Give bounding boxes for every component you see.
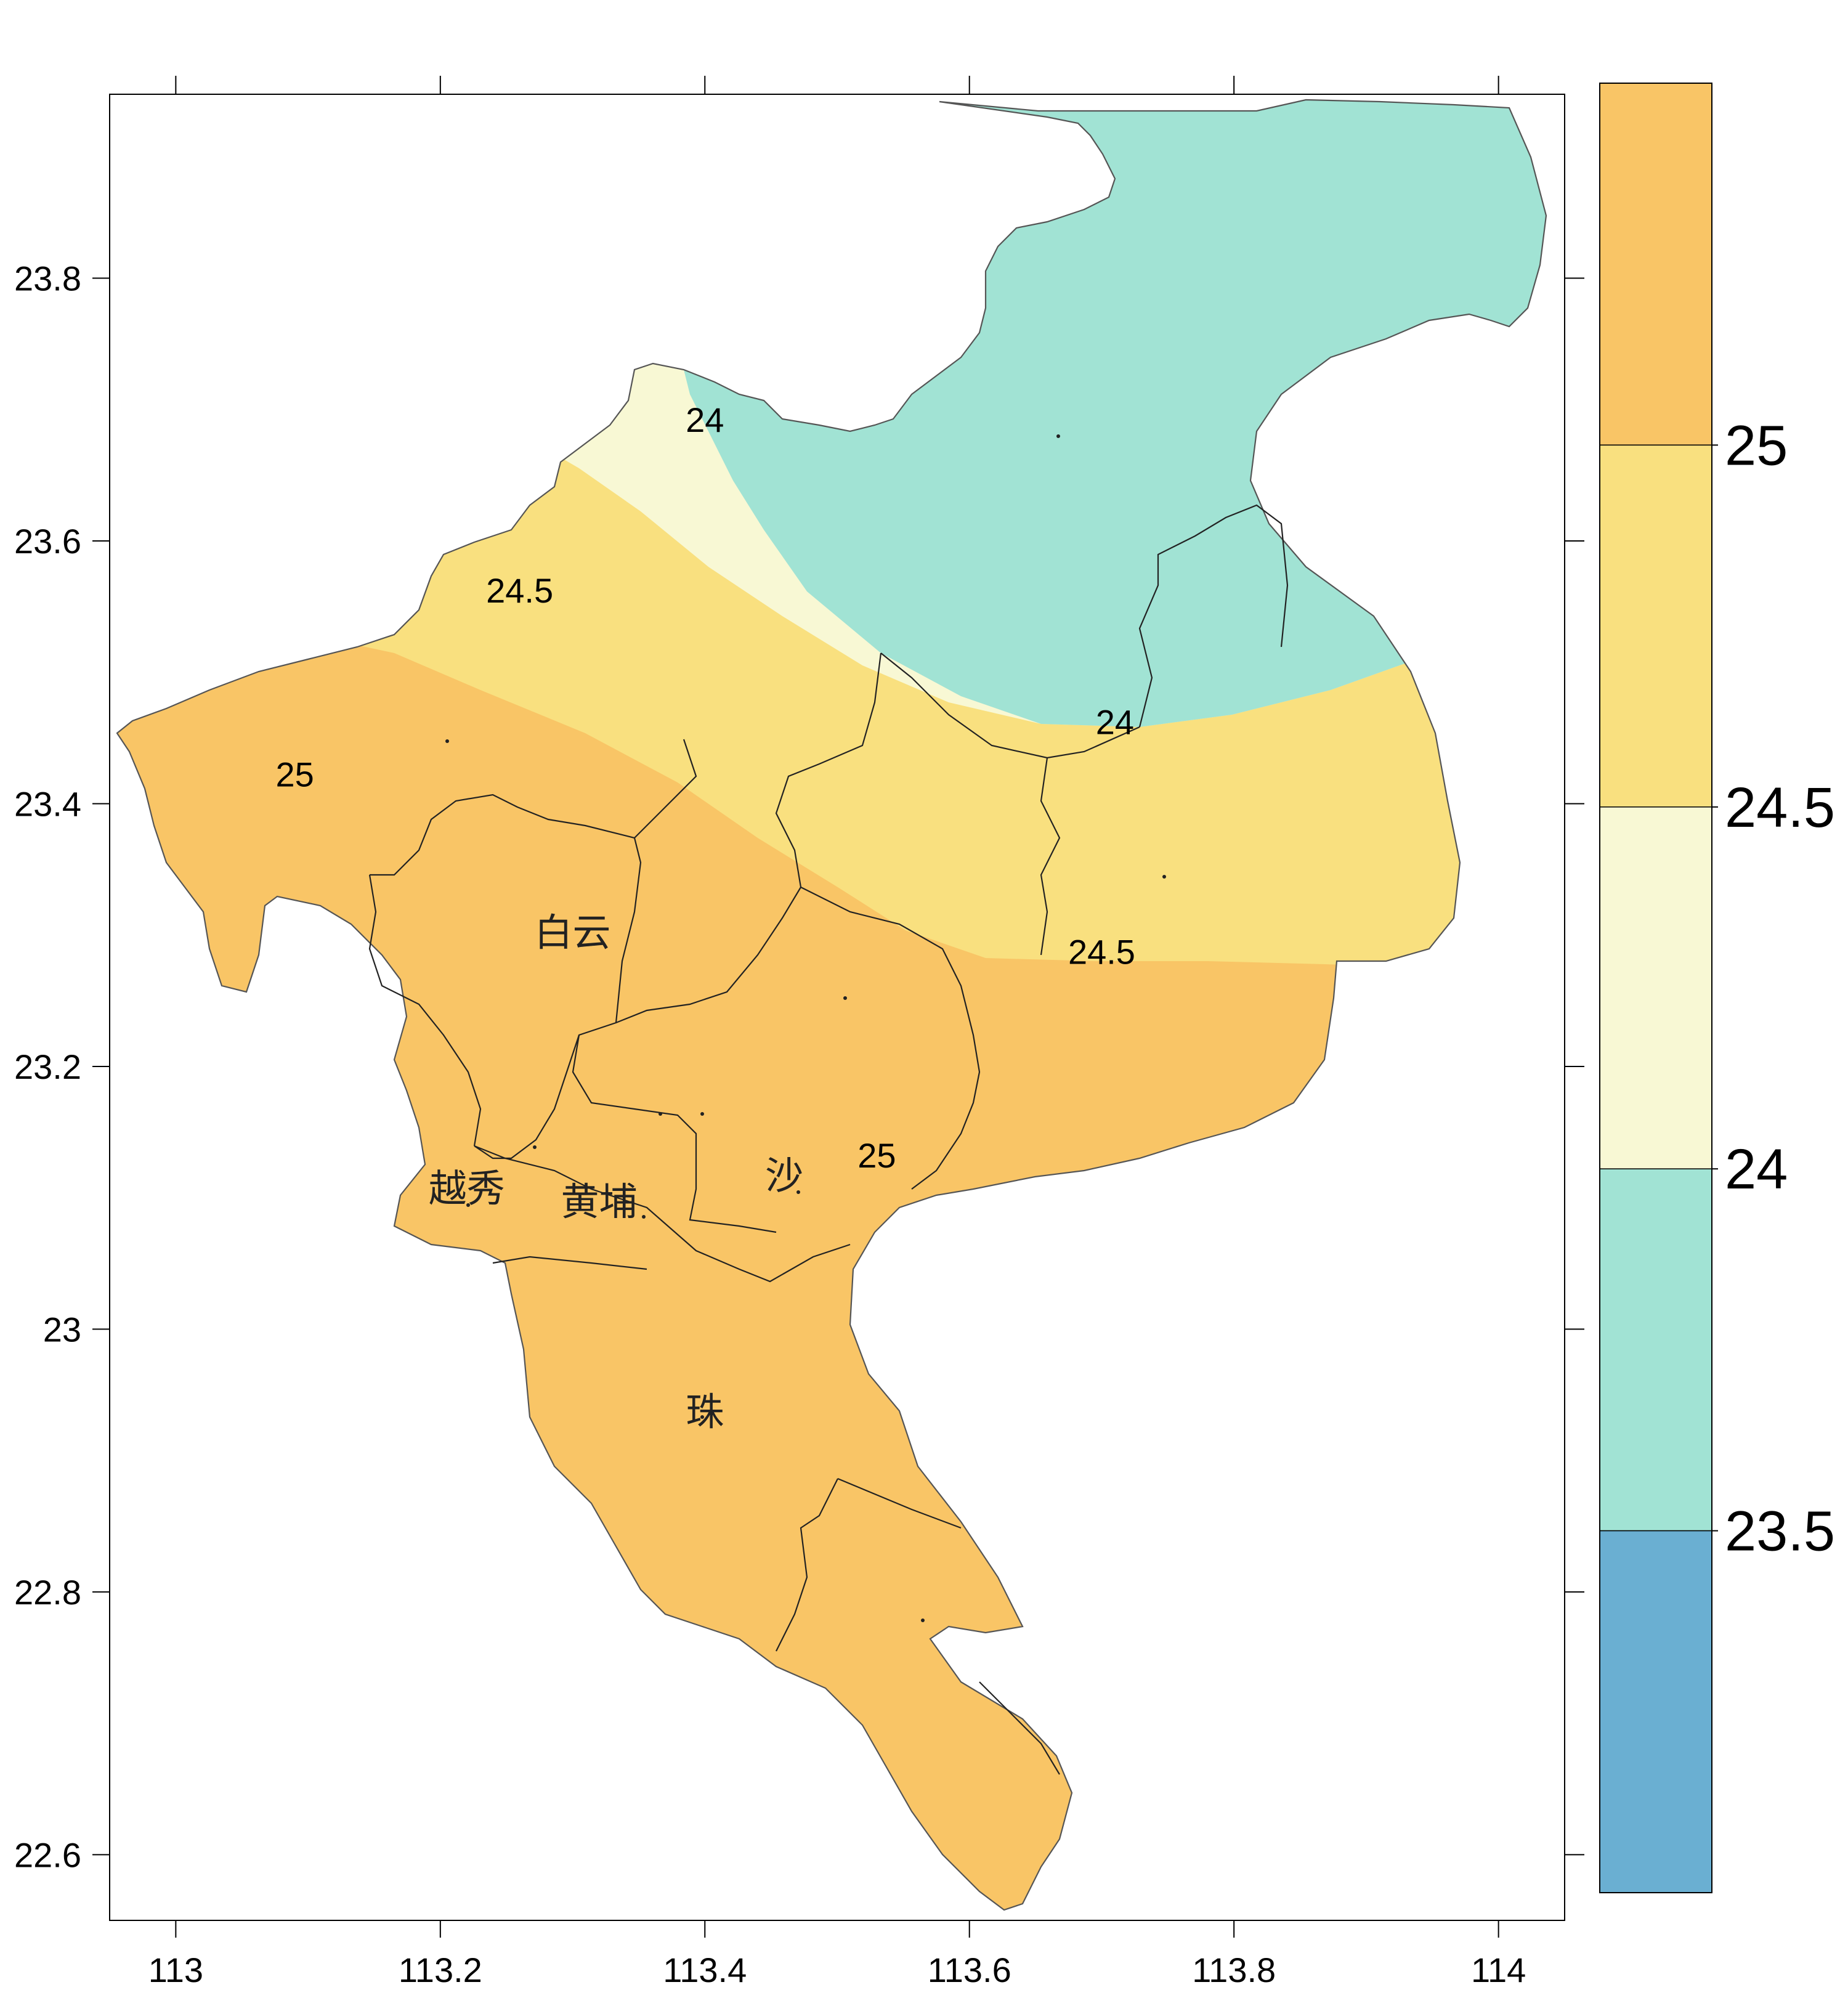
y-tick-label: 22.8 xyxy=(14,1573,81,1612)
x-tick-label: 114 xyxy=(1471,1951,1526,1989)
x-tick-label: 113.6 xyxy=(928,1951,1011,1989)
x-tick-label: 113.4 xyxy=(663,1951,747,1989)
colorbar-band xyxy=(1599,83,1712,446)
y-tick-label: 23.6 xyxy=(14,522,81,561)
x-tick-label: 113.8 xyxy=(1192,1951,1276,1989)
place-label: 沙 xyxy=(765,1153,803,1198)
axis-ticks xyxy=(92,76,1584,1938)
place-label: 白云 xyxy=(535,910,611,955)
place-label: 越秀 xyxy=(429,1166,505,1211)
place-label: 珠 xyxy=(686,1389,724,1434)
district-borders xyxy=(368,504,1289,1775)
x-axis-tick-labels: 113 113.2 113.4 113.6 113.8 114 xyxy=(148,1951,1526,1989)
y-tick-label: 23 xyxy=(43,1310,81,1349)
colorbar: 25 24.5 24 23.5 xyxy=(1599,83,1835,1893)
colorbar-label: 23.5 xyxy=(1725,1500,1835,1563)
colorbar-band xyxy=(1599,806,1712,1169)
contour-label: 25 xyxy=(857,1136,896,1175)
contour-label: 24 xyxy=(1096,702,1134,741)
contour-labels: 24 24.5 25 24 24.5 25 xyxy=(275,400,1135,1175)
colorbar-label: 24.5 xyxy=(1725,776,1835,839)
colorbar-label: 24 xyxy=(1725,1138,1788,1201)
place-label: 黄埔 xyxy=(561,1179,637,1224)
contour-label: 25 xyxy=(275,755,314,794)
colorbar-label: 25 xyxy=(1725,414,1788,477)
contour-label: 24 xyxy=(686,400,724,439)
y-tick-label: 23.2 xyxy=(14,1047,81,1086)
x-tick-label: 113 xyxy=(148,1951,203,1989)
y-axis-tick-labels: 23.8 23.6 23.4 23.2 23 22.8 22.6 xyxy=(14,259,81,1875)
colorbar-band xyxy=(1599,444,1712,808)
colorbar-band xyxy=(1599,1168,1712,1532)
y-tick-label: 23.4 xyxy=(14,784,81,823)
y-tick-label: 22.6 xyxy=(14,1835,81,1874)
contour-label: 24.5 xyxy=(1068,933,1135,972)
station-dots xyxy=(445,434,1166,1622)
colorbar-labels: 25 24.5 24 23.5 xyxy=(1712,414,1835,1563)
colorbar-band xyxy=(1599,1530,1712,1893)
x-tick-label: 113.2 xyxy=(399,1951,482,1989)
contour-label: 24.5 xyxy=(486,571,553,610)
y-tick-label: 23.8 xyxy=(14,259,81,298)
colorbar-bands xyxy=(1599,83,1712,1893)
